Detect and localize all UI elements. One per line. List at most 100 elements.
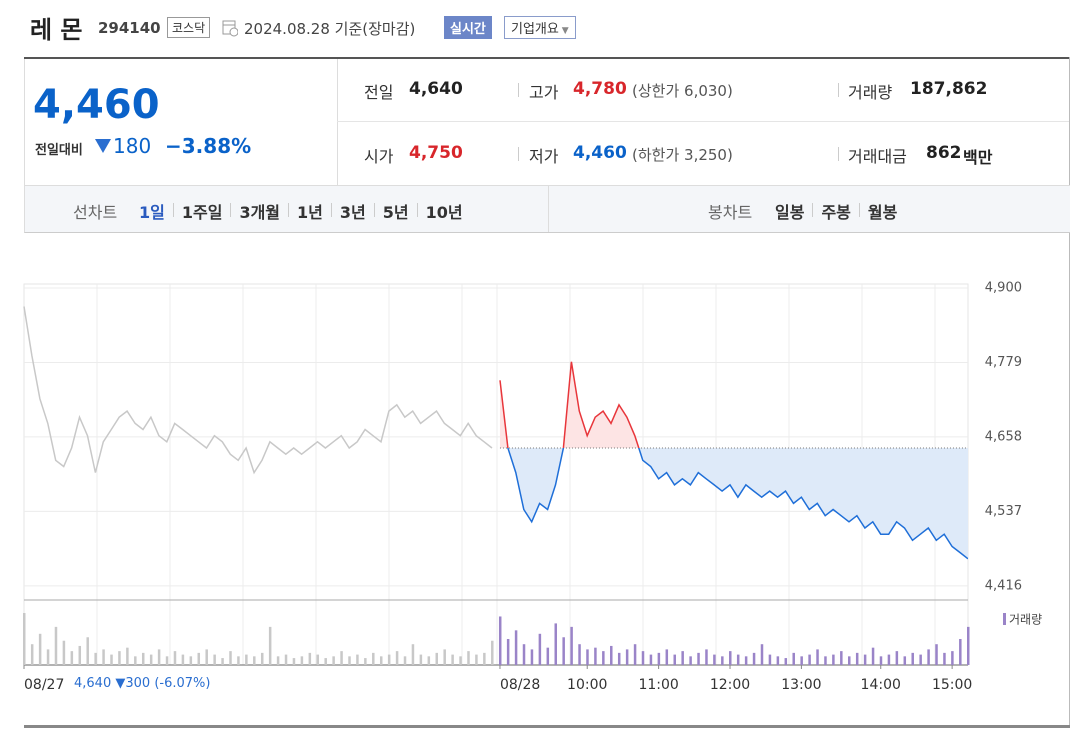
volume-bar [736,654,740,665]
volume-bar [871,647,875,665]
volume-bar [689,656,692,665]
tab[interactable]: 1일 [139,203,165,222]
stat-label: 거래대금 [848,147,907,166]
stat-label: 시가 [364,147,394,166]
volume-bar [760,644,764,665]
volume-bar [30,644,34,665]
volume-bar [102,649,105,665]
volume-bar [919,654,922,665]
basis: 기준(장마감) [334,20,416,38]
volume-bar [594,647,597,665]
volume-bar [149,654,153,665]
volume-bar [46,649,50,665]
price-line-prev [23,306,493,475]
tab[interactable]: 1년 [297,203,323,222]
volume-bar [126,647,129,665]
volume-bar [800,656,803,665]
current-price: 4,460 [33,82,160,128]
volume-bar [467,651,470,665]
x-tick-label: 08/27 [24,677,64,693]
volume-bar [673,654,676,665]
volume-bar [744,656,748,665]
volume-bar [332,656,335,665]
tab[interactable]: 월봉 [867,203,898,222]
tab-sep [288,203,290,217]
stock-code: 294140 [98,19,161,37]
area-above [499,361,968,448]
volume-bar [245,654,248,665]
price-line [507,448,968,560]
volume-bar [451,654,454,665]
volume-bar [752,652,756,665]
volume-bar [816,649,819,665]
tab-sep [373,203,375,217]
volume-bar [483,652,486,665]
row-divider [337,121,1069,122]
right-border [1069,57,1070,727]
volume-bar [173,651,177,665]
y-tick-label: 4,658 [985,429,1022,444]
volume-bar [475,654,478,665]
stat-label: 고가 [529,83,559,102]
tab[interactable]: 5년 [382,203,409,222]
legend-swatch [1003,613,1006,625]
x-tick-label: 14:00 [861,677,901,693]
volume-bar [443,649,446,665]
volume-bar [903,656,907,665]
tab-sep [330,203,332,217]
realtime-button[interactable]: 실시간 [444,16,492,39]
tab[interactable]: 주봉 [821,203,851,222]
volume-bar [657,652,661,665]
volume-bar [165,656,169,665]
tab[interactable]: 10년 [425,203,463,222]
volume-bar [205,649,208,665]
date: 2024.08.28 기준(장마감) [244,18,415,39]
stat-value: 4,750 [409,143,463,163]
volume-bar [86,637,89,665]
volume-bar [633,644,637,665]
volume-bar [959,639,962,665]
tab[interactable]: 1주일 [181,203,223,222]
volume-bar [435,652,439,665]
volume-bar [610,645,613,665]
x-tick-label: 10:00 [567,677,607,693]
company-text: 기업개요 [511,22,559,37]
volume-bar [784,658,788,665]
calendar-icon [222,20,238,37]
volume-bar [364,658,367,665]
volume-bar [967,626,970,665]
volume-bar [641,651,645,665]
volume-bar [23,613,26,665]
y-tick-label: 4,779 [985,355,1022,370]
volume-bar [824,656,827,665]
tab-sep [812,203,814,217]
change: 180 [113,134,152,158]
volume-bar [848,656,851,665]
tab[interactable]: 3년 [339,203,366,222]
volume-bar [927,649,930,665]
tab-group-label: 선차트 [73,203,118,222]
volume-bar [713,654,716,665]
volume-bar [855,652,859,665]
tab[interactable]: 일봉 [775,203,805,222]
volume-bar [697,652,700,665]
date-text: 2024.08.28 [244,20,330,38]
prev-rate: (-6.07%) [154,676,211,691]
tab[interactable]: 3개월 [239,203,281,222]
x-tick-label: 11:00 [638,677,678,693]
volume-bar [284,654,288,665]
x-tick-label: 08/28 [500,677,540,693]
volume-bar [300,656,304,665]
change-label: 전일대비 [35,143,83,158]
volume-bar [538,633,542,665]
volume-bar [38,633,42,665]
line-tabs: 1일 1주일 3개월 1년 3년 5년 10년 [139,199,463,223]
company-button[interactable]: 기업개요 ▼ [504,16,576,39]
down-icon [95,139,111,153]
prev-close: 4,640 [74,676,112,691]
volume-bar [316,654,320,665]
volume-bar [879,656,883,665]
volume-bar [649,654,653,665]
volume-bar [792,652,795,665]
volume-bar [253,656,256,665]
